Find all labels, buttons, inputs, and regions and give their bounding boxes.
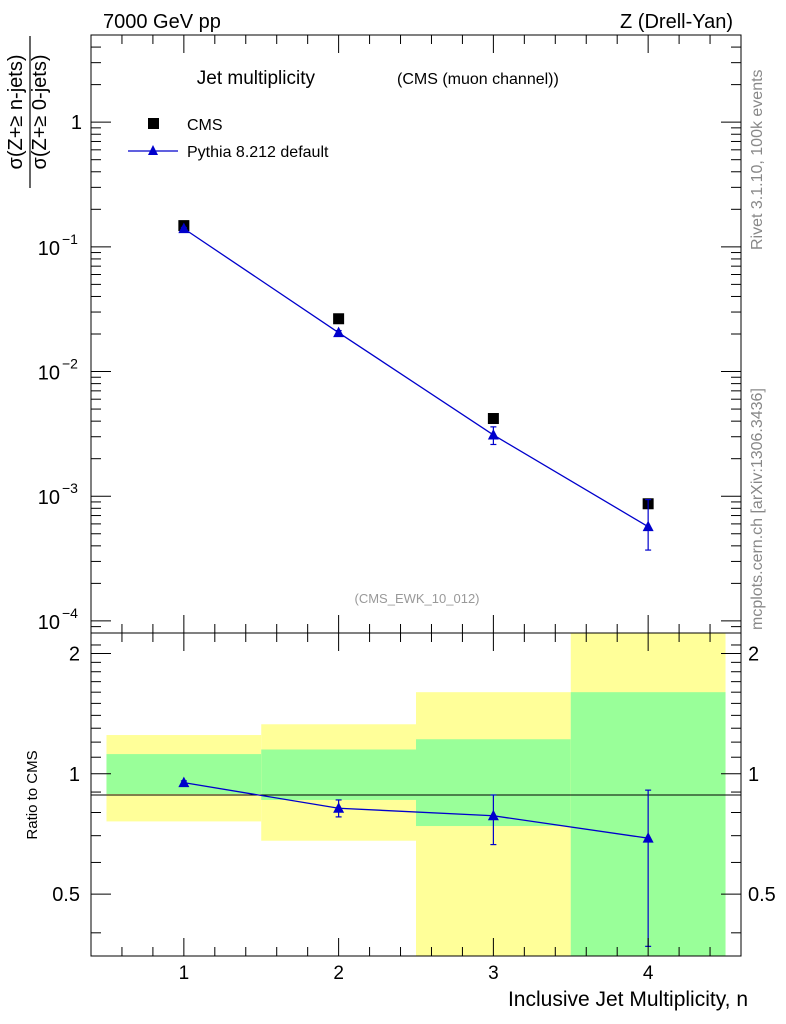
ratio-pythia-point [487, 809, 499, 821]
ratio-ytick-label-left: 2 [69, 643, 80, 665]
legend: CMS Pythia 8.212 default [128, 117, 329, 161]
source-reference-label: mcplots.cern.ch [arXiv:1306.3436] [749, 388, 766, 630]
ratio-frame [90, 632, 742, 957]
ratio-axis-ticks: 0.5 0.5 1 1 2 2 1 2 3 4 [52, 633, 776, 984]
pythia-point [333, 326, 345, 338]
ratio-pythia-point [642, 832, 654, 843]
main-ytick-label: 1 [71, 112, 82, 134]
legend-pythia-label: Pythia 8.212 default [187, 144, 329, 161]
main-ytick-label: 10 [38, 612, 60, 634]
ylabel-denominator: σ(Z+≥ 0-jets) [29, 55, 51, 170]
main-data-layer [178, 220, 654, 551]
ratio-inner-band [106, 754, 262, 794]
analysis-id: (CMS_EWK_10_012) [355, 591, 480, 606]
process-label: Z (Drell-Yan) [620, 11, 733, 33]
ratio-ytick-label-left: 1 [69, 764, 80, 786]
ratio-panel: 0.5 0.5 1 1 2 2 1 2 3 4 Ratio to CMS Inclusive Je… [24, 632, 776, 1011]
x-tick-label: 3 [488, 963, 499, 984]
ratio-pythia-point [333, 802, 345, 813]
main-ytick-label: 10 [38, 238, 60, 260]
main-ytick-exponent: −4 [62, 605, 78, 621]
cms-point [333, 313, 345, 325]
ratio-pythia-point [178, 776, 190, 788]
main-ytick-exponent: −1 [62, 231, 78, 247]
pythia-line [183, 228, 649, 528]
ratio-data-layer [178, 776, 654, 947]
ratio-ytick-label-left: 0.5 [52, 884, 80, 906]
ratio-pythia-line [183, 782, 649, 839]
main-ytick-exponent: −3 [62, 480, 78, 496]
x-tick-label: 1 [179, 963, 190, 984]
pythia-point [642, 520, 654, 532]
main-ytick-label: 10 [38, 363, 60, 385]
cms-point [487, 413, 499, 425]
main-ytick-label: 10 [38, 487, 60, 509]
ratio-ytick-label-right: 1 [748, 764, 759, 786]
x-tick-label: 2 [333, 963, 344, 984]
ylabel-numerator: σ(Z+≥ n-jets) [5, 55, 27, 170]
legend-cms-marker [148, 118, 159, 129]
chart-title: Jet multiplicity [197, 68, 316, 89]
x-axis-label: Inclusive Jet Multiplicity, n [508, 988, 748, 1011]
rivet-version-label: Rivet 3.1.10, 100k events [749, 69, 766, 250]
ratio-ytick-label-right: 2 [748, 643, 759, 665]
legend-pythia-marker [148, 145, 158, 155]
x-tick-label: 4 [643, 963, 654, 984]
pythia-point [178, 222, 190, 234]
ratio-ytick-label-right: 0.5 [748, 884, 776, 906]
ratio-inner-band [261, 749, 416, 800]
legend-cms-label: CMS [187, 117, 223, 134]
energy-label: 7000 GeV pp [103, 11, 221, 33]
chart-subtitle: (CMS (muon channel)) [397, 71, 559, 88]
main-ylabel: σ(Z+≥ n-jets) σ(Z+≥ 0-jets) [5, 36, 51, 188]
main-ytick-exponent: −2 [62, 356, 78, 372]
ratio-ylabel: Ratio to CMS [24, 750, 41, 839]
pythia-point [487, 428, 499, 440]
main-axis-ticks: 110−110−210−310−4 [38, 34, 741, 634]
main-panel: 110−110−210−310−4 Jet multiplicity (CMS … [5, 34, 742, 634]
